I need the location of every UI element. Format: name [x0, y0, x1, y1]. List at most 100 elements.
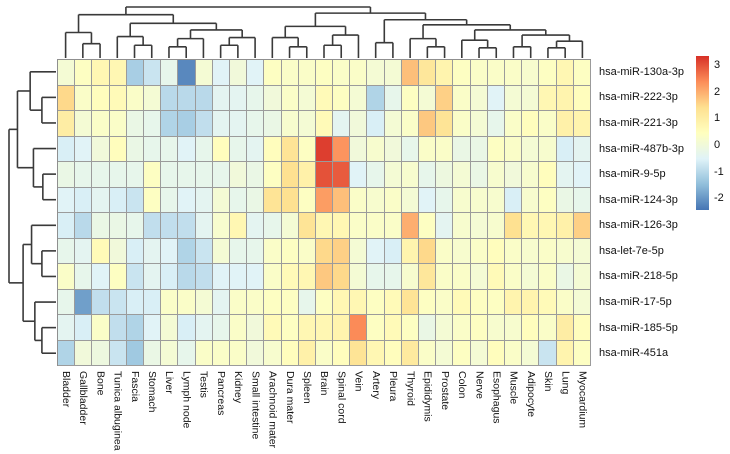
heatmap-cell [264, 162, 282, 188]
heatmap-cell [539, 162, 557, 188]
heatmap-cell [573, 187, 591, 213]
heatmap-cell [401, 213, 420, 239]
heatmap-cell [350, 264, 368, 290]
heatmap-cell [419, 315, 437, 341]
column-dendrogram [64, 6, 584, 58]
heatmap-cell [298, 213, 316, 239]
heatmap-cell [573, 162, 591, 188]
heatmap-cell [573, 340, 591, 366]
heatmap-cell [573, 60, 591, 86]
heatmap-cell [401, 111, 420, 137]
colorbar-gradient [696, 56, 709, 210]
heatmap-cell [470, 85, 488, 111]
heatmap-cell [229, 60, 248, 86]
heatmap-cell [315, 340, 334, 366]
heatmap-cell [247, 162, 265, 188]
heatmap-cell [281, 136, 299, 162]
heatmap-cell [522, 85, 540, 111]
heatmap-cell [143, 85, 162, 111]
heatmap-cell [522, 340, 540, 366]
heatmap-cell [470, 60, 488, 86]
heatmap-cell [229, 162, 248, 188]
heatmap-cell [350, 187, 368, 213]
heatmap-cell [350, 238, 368, 264]
heatmap-cell [161, 238, 179, 264]
heatmap-cell [505, 213, 523, 239]
heatmap-cell [212, 213, 230, 239]
heatmap-cell [573, 136, 591, 162]
heatmap-cell [522, 136, 540, 162]
heatmap-cell [573, 289, 591, 315]
heatmap-cell [126, 289, 144, 315]
heatmap-cell [453, 85, 471, 111]
column-label: Tunica albuginea [111, 371, 124, 451]
heatmap-cell [229, 136, 248, 162]
heatmap-cell [453, 238, 471, 264]
heatmap-cell [212, 85, 230, 111]
row-label: hsa-miR-185-5p [599, 321, 678, 334]
heatmap-cell [229, 213, 248, 239]
row-label: hsa-miR-124-3p [599, 193, 678, 206]
column-label: Thyroid [404, 371, 417, 407]
heatmap-cell [384, 340, 402, 366]
heatmap-cell [195, 111, 213, 137]
heatmap-cell [161, 111, 179, 137]
heatmap-cell [143, 136, 162, 162]
heatmap-cell [178, 60, 196, 86]
heatmap-cell [470, 264, 488, 290]
heatmap-cell [92, 136, 110, 162]
heatmap-cell [350, 213, 368, 239]
heatmap-cell [436, 111, 454, 137]
heatmap-cell [247, 289, 265, 315]
heatmap-cell [539, 264, 557, 290]
heatmap-cell [298, 136, 316, 162]
heatmap-cell [487, 60, 506, 86]
heatmap-cell [247, 213, 265, 239]
column-label: Colon [456, 371, 469, 399]
heatmap-cell [92, 111, 110, 137]
heatmap-cell [436, 340, 454, 366]
heatmap-cell [487, 315, 506, 341]
heatmap-cell [453, 315, 471, 341]
heatmap-cell [419, 289, 437, 315]
heatmap-cell [281, 213, 299, 239]
column-labels: Bladder Gallbladder Bone Tunica albuginea Fa… [57, 369, 591, 454]
heatmap-cell [522, 289, 540, 315]
heatmap-cell [92, 162, 110, 188]
heatmap-cell [75, 162, 93, 188]
heatmap-cell [522, 187, 540, 213]
heatmap-cell [229, 111, 248, 137]
heatmap-cell [470, 340, 488, 366]
row-label: hsa-miR-487b-3p [599, 142, 684, 155]
heatmap-cell [178, 264, 196, 290]
heatmap-cell [505, 187, 523, 213]
heatmap-cell [315, 111, 334, 137]
heatmap-cell [195, 85, 213, 111]
heatmap-cell [556, 213, 574, 239]
heatmap-cell [315, 85, 334, 111]
colorbar-tick-label: 3 [714, 59, 721, 72]
heatmap-cell [58, 213, 76, 239]
row-dendrogram [8, 70, 56, 355]
heatmap-cell [333, 315, 351, 341]
heatmap-cell [453, 136, 471, 162]
heatmap-cell [436, 315, 454, 341]
heatmap-cell [333, 85, 351, 111]
heatmap-cell [487, 238, 506, 264]
heatmap-cell [58, 85, 76, 111]
heatmap-cell [92, 315, 110, 341]
heatmap-cell [315, 238, 334, 264]
heatmap-cell [264, 238, 282, 264]
heatmap-cell [298, 187, 316, 213]
heatmap-cell [178, 213, 196, 239]
heatmap-cell [161, 187, 179, 213]
heatmap-cell [298, 111, 316, 137]
heatmap-cell [212, 289, 230, 315]
heatmap-cell [384, 111, 402, 137]
heatmap-cell [75, 315, 93, 341]
heatmap-cell [75, 340, 93, 366]
heatmap-cell [539, 111, 557, 137]
heatmap-cell [401, 187, 420, 213]
heatmap-cell [384, 315, 402, 341]
